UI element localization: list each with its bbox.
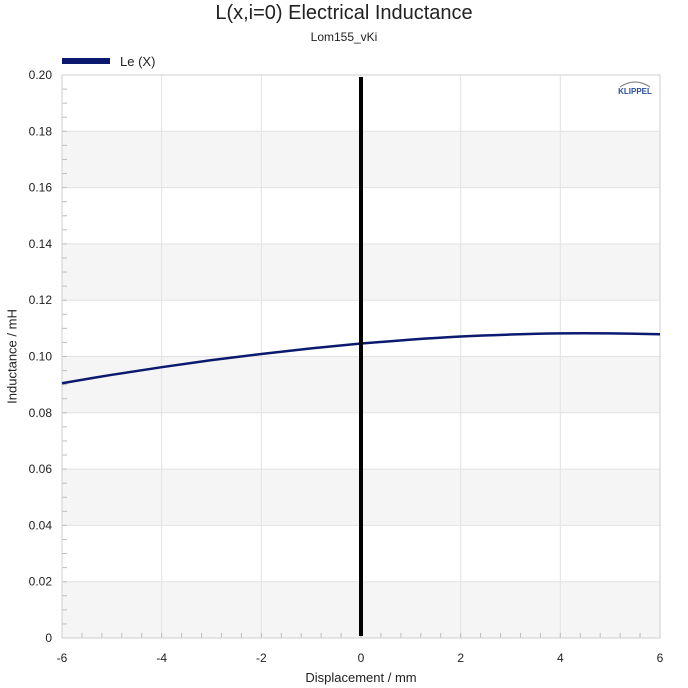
x-tick-label: 6	[657, 651, 664, 665]
y-tick-label: 0.18	[29, 124, 53, 138]
y-tick-label: 0.14	[29, 237, 53, 251]
x-tick-label: -4	[156, 651, 167, 665]
y-axis-label: Inductance / mH	[5, 309, 20, 404]
logo-text: KLIPPEL	[618, 87, 652, 96]
klippel-logo: KLIPPEL	[618, 81, 652, 96]
legend-swatch-le-x	[62, 58, 110, 64]
y-tick-label: 0.08	[29, 406, 53, 420]
y-tick-label: 0.12	[29, 293, 53, 307]
legend[interactable]: Le (X)	[62, 52, 155, 70]
y-tick-label: 0.10	[29, 350, 53, 364]
x-tick-label: 2	[457, 651, 464, 665]
y-tick-label: 0.20	[29, 68, 53, 82]
x-tick-labels: -6 -4 -2 0 2 4 6	[57, 651, 664, 665]
x-tick-label: -6	[57, 651, 68, 665]
y-tick-label: 0.04	[29, 518, 53, 532]
y-tick-label: 0.06	[29, 462, 53, 476]
plot-frame	[61, 74, 661, 639]
x-tick-label: 4	[557, 651, 564, 665]
y-tick-label: 0.16	[29, 181, 53, 195]
y-tick-labels: 0 0.02 0.04 0.06 0.08 0.10 0.12 0.14 0.16 0.18 0.2…	[29, 68, 53, 645]
chart-title: L(x,i=0) Electrical Inductance	[215, 2, 473, 24]
y-tick-label: 0.02	[29, 575, 53, 589]
x-tick-label: -2	[256, 651, 267, 665]
x-axis-label: Displacement / mm	[305, 670, 416, 685]
x-tick-label: 0	[358, 651, 365, 665]
y-tick-label: 0	[45, 631, 52, 645]
chart-subtitle: Lom155_vKi	[310, 30, 378, 44]
legend-label-le-x: Le (X)	[120, 53, 156, 69]
